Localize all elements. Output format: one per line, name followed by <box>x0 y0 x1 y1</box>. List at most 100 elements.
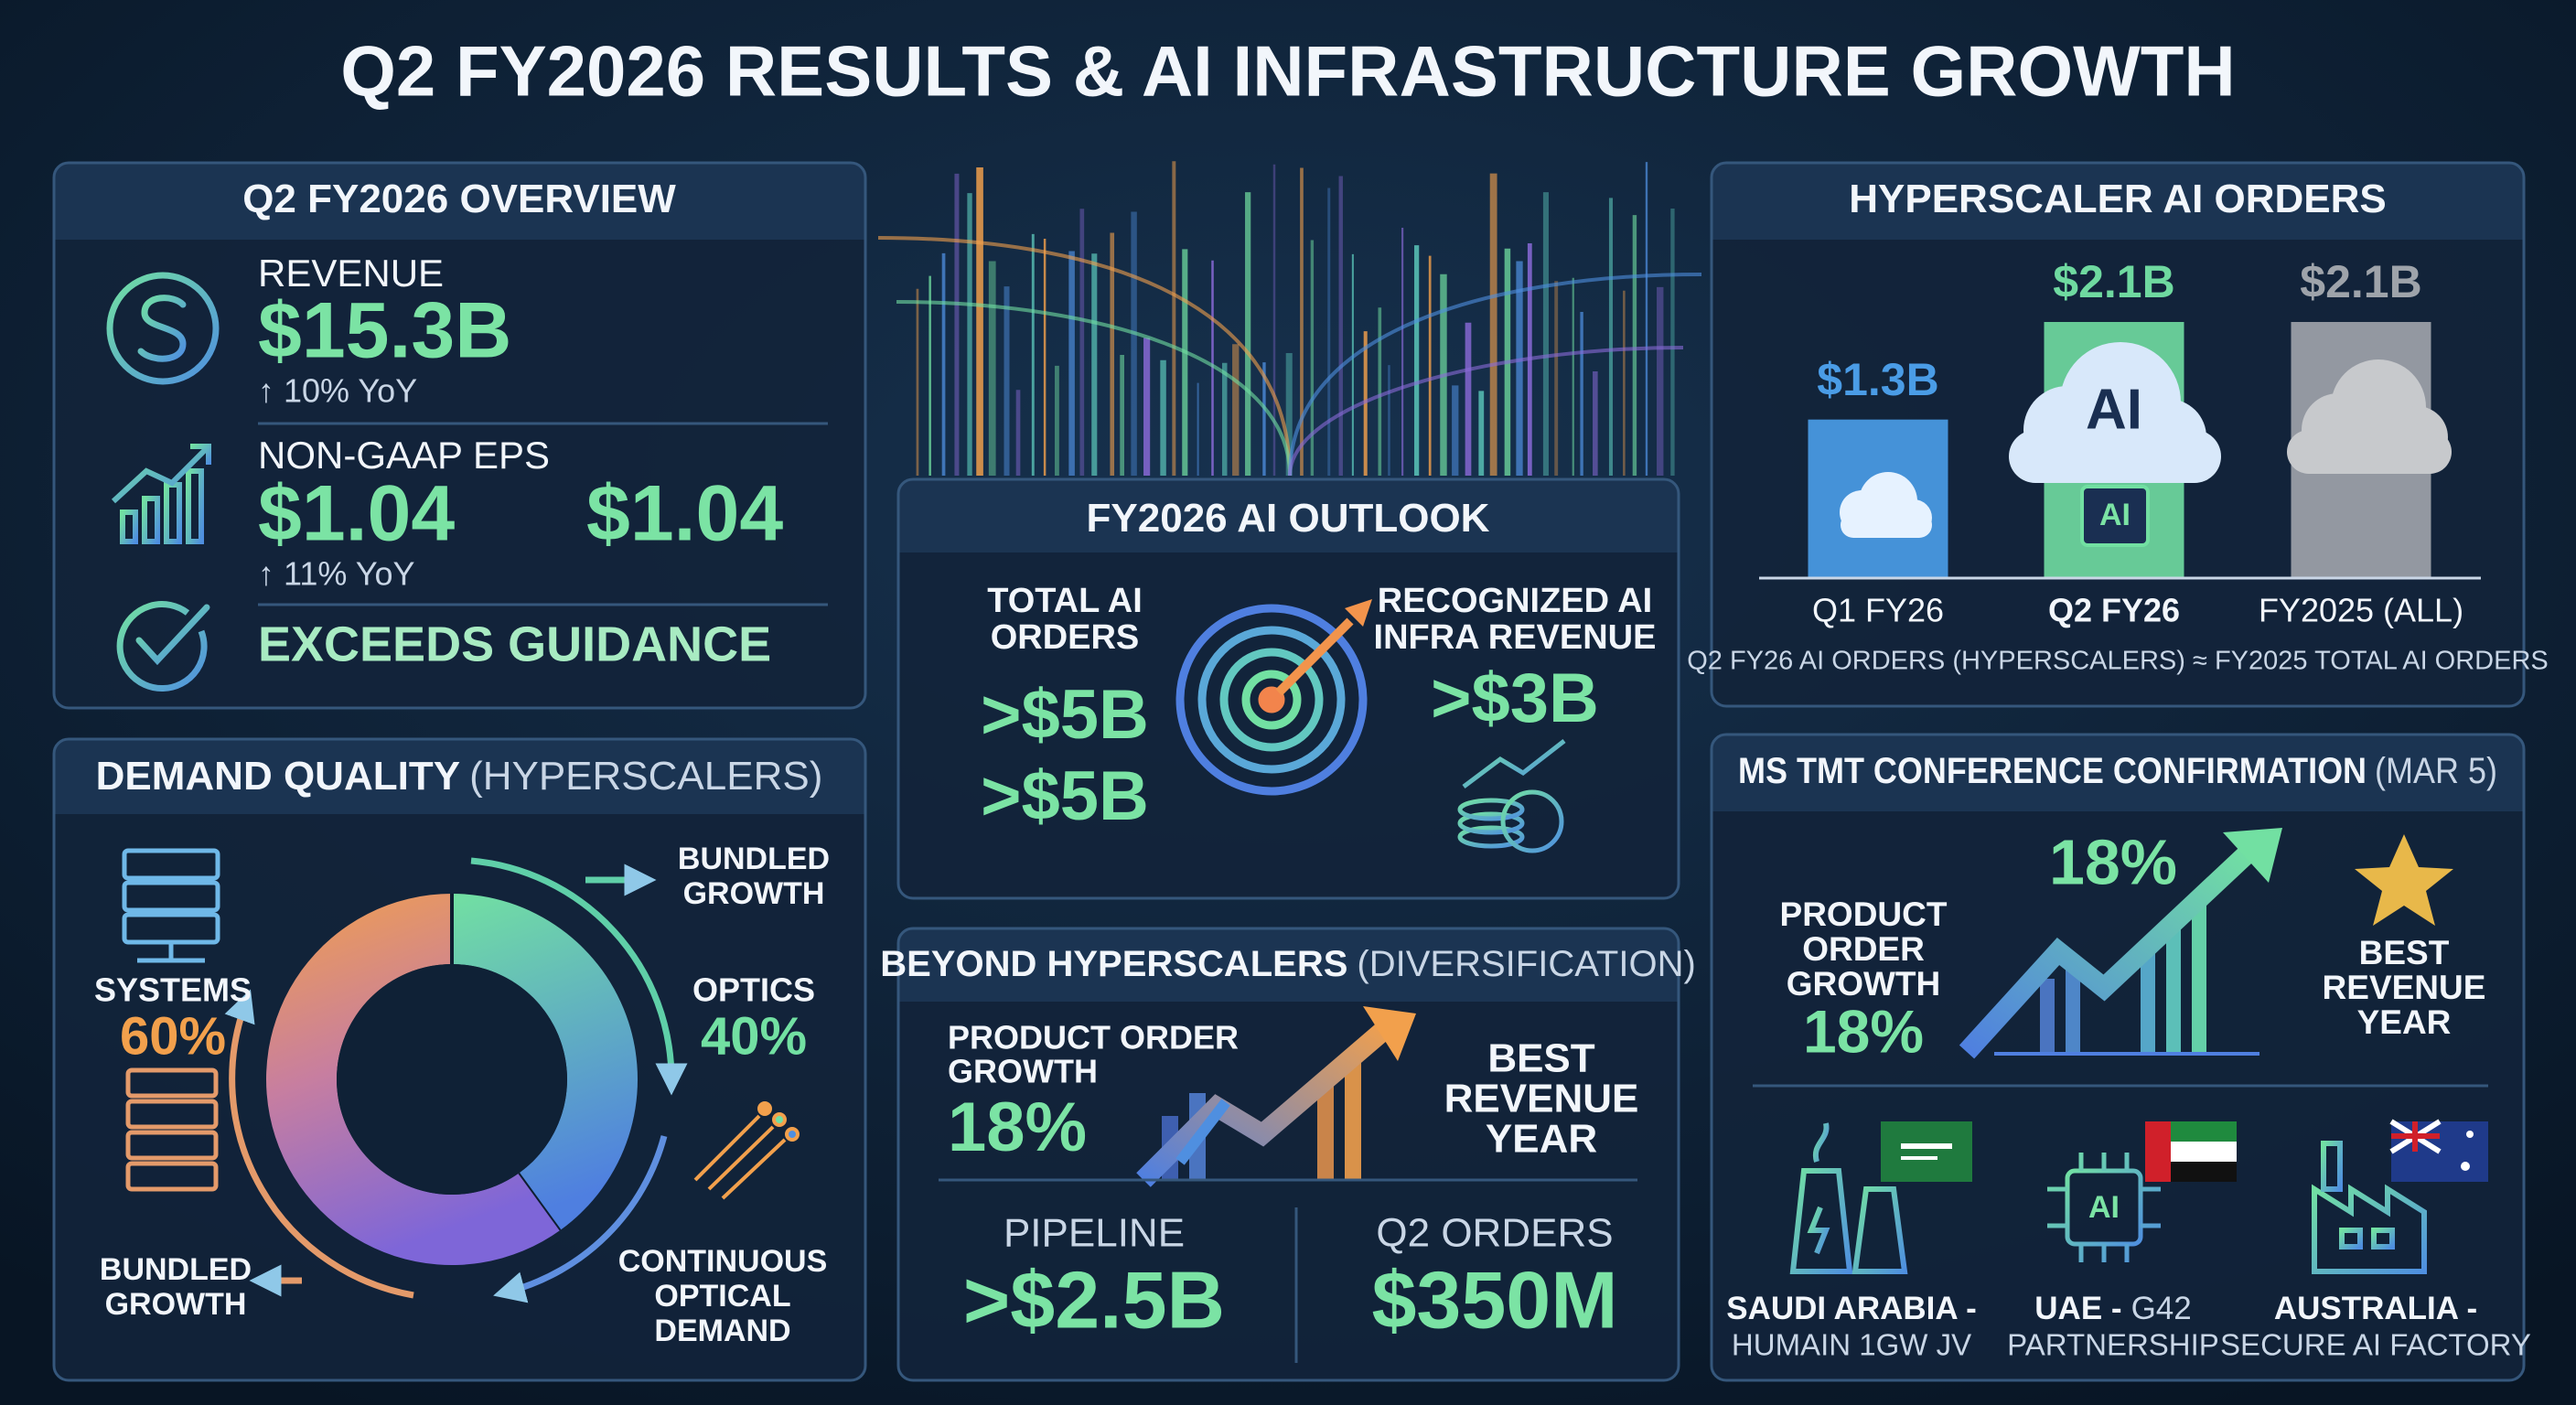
value-label: $1.3B <box>1817 354 1938 405</box>
metric-value: $1.04 <box>586 470 783 558</box>
factory-icon-part <box>2312 1184 2427 1274</box>
label: ↑ 11% YoY <box>258 555 414 593</box>
region-name: SAUDI ARABIA - <box>1726 1291 1977 1326</box>
label: 18% <box>1803 997 1924 1065</box>
title-sub: (HYPERSCALERS) <box>469 754 822 799</box>
label: CONTINUOUS <box>618 1244 828 1279</box>
title-main: MS TMT CONFERENCE CONFIRMATION <box>1738 751 2367 791</box>
label: 18% <box>2049 826 2177 897</box>
label: PRODUCT <box>1780 896 1948 933</box>
segment-value: 60% <box>120 1006 226 1066</box>
growth-arrow-icon-part <box>1175 1099 1230 1165</box>
label: Q2 ORDERS <box>1376 1211 1613 1256</box>
cloud-icons-part <box>2287 359 2452 474</box>
panel-header <box>898 538 1679 552</box>
label: YEAR <box>2357 1003 2452 1041</box>
server-icons <box>122 848 220 1192</box>
title-sub: (MAR 5) <box>2375 751 2497 791</box>
server-icons-part-part <box>125 1099 219 1130</box>
factory-icon-part <box>2371 1228 2395 1249</box>
light-curve <box>1288 273 1702 477</box>
flag-australia-part <box>2391 1121 2440 1152</box>
status: EXCEEDS GUIDANCE <box>258 617 771 671</box>
power-plant-icon <box>1789 1122 1908 1274</box>
target-icon-part <box>1175 604 1368 796</box>
value-label: $2.1B <box>2053 256 2174 307</box>
label: ↑ 10% YoY <box>258 372 417 410</box>
cloud-icons-part <box>1840 472 1932 538</box>
fiber-icon-part <box>785 1127 800 1142</box>
cloud-icons-part-part <box>2287 430 2452 474</box>
flag-australia-part <box>2461 1162 2470 1171</box>
server-icons-part <box>122 848 220 963</box>
factory-icon <box>2312 1141 2427 1274</box>
label: OPTICAL <box>654 1279 790 1314</box>
check-icon-part <box>116 601 208 692</box>
panel-header <box>1712 225 2524 240</box>
icon-label: AI <box>2099 498 2131 532</box>
panel-header <box>54 799 865 814</box>
chip-icon-part <box>2047 1153 2161 1262</box>
label: INFRA REVENUE <box>1374 618 1657 657</box>
panel-title: MS TMT CONFERENCE CONFIRMATION(MAR 5) <box>1738 751 2497 791</box>
region-name: SAUDI ARABIA - <box>1726 1291 1977 1326</box>
x-tick-label: Q2 FY26 <box>2048 592 2180 629</box>
cycle-arrows-part <box>470 857 688 1096</box>
server-icons-part-part <box>125 1067 219 1099</box>
content: Q2 FY2026 RESULTS & AI INFRASTRUCTURE GR… <box>94 31 2549 1363</box>
coins-icon-part <box>1462 739 1566 788</box>
title-sub: (DIVERSIFICATION) <box>1357 944 1695 984</box>
region-detail: PARTNERSHIP <box>2007 1328 2219 1362</box>
growth-arrow-icon-part <box>2066 960 2080 1052</box>
title-main: DEMAND QUALITY <box>96 754 460 799</box>
title-main: FY2026 AI OUTLOOK <box>1087 496 1490 541</box>
label: REVENUE <box>2323 969 2486 1006</box>
label: BUNDLED <box>678 842 830 876</box>
label: REVENUE <box>258 252 444 295</box>
flag-saudi-part <box>1881 1121 1972 1182</box>
target-icon-part <box>1275 617 1354 696</box>
label: >$5B <box>981 757 1149 835</box>
flag-uae-part <box>2145 1121 2171 1182</box>
target-icon-part <box>1197 626 1346 774</box>
label: GROWTH <box>105 1287 247 1322</box>
icon-label: AI <box>2088 1190 2120 1225</box>
label: RECOGNIZED AI <box>1378 582 1653 620</box>
light-curve <box>877 236 1292 477</box>
growth-arrow-icon-part <box>2141 951 2155 1052</box>
panel-border <box>1710 161 2526 708</box>
coins-icon-part <box>1457 825 1525 849</box>
cycle-arrows-part <box>493 1135 668 1303</box>
cycle-arrows-part <box>224 989 414 1299</box>
label: TOTAL AI <box>987 582 1143 620</box>
label: GROWTH <box>948 1053 1098 1090</box>
check-icon <box>116 601 210 692</box>
panel-header <box>1712 735 2524 811</box>
flag-saudi <box>1881 1121 1972 1182</box>
label: >$3B <box>1431 660 1599 737</box>
panel-title: FY2026 AI OUTLOOK <box>1087 496 1490 541</box>
label: ORDERS <box>991 618 1140 657</box>
region-name: AUSTRALIA - <box>2274 1291 2477 1326</box>
panel-title: HYPERSCALER AI ORDERS <box>1849 177 2387 221</box>
growth-arrow-icon <box>1959 828 2282 1059</box>
power-plant-icon-part <box>1812 1122 1830 1163</box>
label: GROWTH <box>683 876 825 911</box>
growth-chart-icon-part <box>120 509 138 544</box>
panels <box>52 161 2526 1382</box>
donut-segment <box>265 894 562 1266</box>
metric-value: $1.04 <box>258 470 455 558</box>
panel-border <box>896 927 1680 1382</box>
growth-arrow-icon-part <box>1136 1016 1398 1187</box>
panel-border <box>896 477 1680 900</box>
server-icons-part-part <box>125 1161 219 1192</box>
metric-value: $15.3B <box>258 287 511 375</box>
region-name: AUSTRALIA - <box>2274 1291 2477 1326</box>
title-main: HYPERSCALER AI ORDERS <box>1849 177 2387 221</box>
panel-header <box>54 739 865 814</box>
segment-value: 40% <box>701 1006 807 1066</box>
label: OPTICS <box>692 971 815 1009</box>
title-main: BEYOND HYPERSCALERS <box>880 944 1347 984</box>
label: 18% <box>948 1089 1087 1166</box>
